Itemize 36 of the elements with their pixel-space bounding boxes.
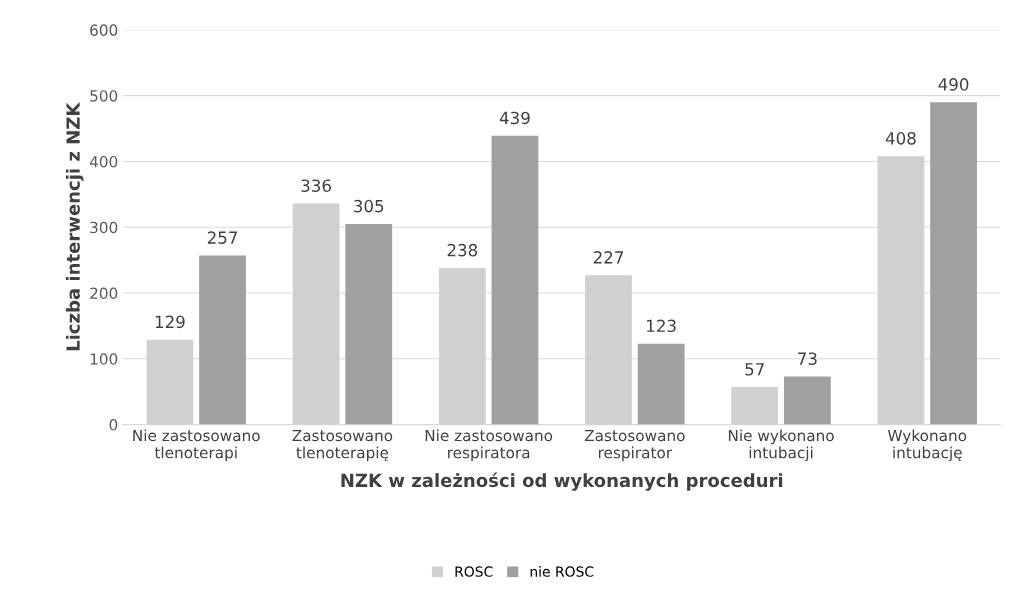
- x-tick-label: Nie zastosowano respiratora: [425, 429, 553, 462]
- y-tick-label: 500: [90, 90, 118, 102]
- x-tick-label: Nie wykonano intubacji: [728, 429, 834, 462]
- y-tick-label: 400: [89, 155, 118, 168]
- data-label: 336: [301, 179, 331, 192]
- data-label: 123: [647, 319, 676, 333]
- x-axis-title: NZK w zależności od wykonanych proceduri: [341, 472, 783, 491]
- bar: [930, 102, 977, 425]
- x-tick-label: Zastosowano respirator: [584, 429, 685, 462]
- bar: [731, 387, 779, 425]
- data-label: 73: [798, 352, 817, 365]
- y-tick-label: 600: [90, 24, 118, 36]
- data-label: 257: [207, 231, 238, 244]
- y-tick-label: 200: [90, 287, 118, 300]
- data-label: 305: [354, 199, 384, 213]
- x-tick-label: Zastosowano tlenoterapię: [292, 429, 393, 462]
- bar: [199, 255, 246, 425]
- data-label: 490: [938, 78, 969, 91]
- bar: [783, 376, 831, 425]
- y-axis-title: Liczba interwencji z NZK: [65, 102, 84, 351]
- y-tick-label: 300: [90, 221, 118, 234]
- bar: [345, 223, 393, 425]
- bar: [491, 135, 539, 425]
- data-label: 408: [885, 132, 916, 145]
- x-tick-label: Nie zastosowano tlenoterapi: [133, 429, 260, 462]
- data-label: 439: [499, 111, 530, 125]
- x-tick-label: Wykonano intubację: [887, 429, 967, 462]
- data-label: 129: [155, 315, 185, 329]
- data-label: 238: [447, 243, 478, 257]
- legend-label: nie ROSC: [530, 566, 594, 577]
- data-label: 227: [593, 251, 623, 264]
- y-tick-label: 0: [109, 419, 118, 431]
- bar: [637, 343, 685, 425]
- data-label: 57: [745, 363, 764, 376]
- legend-label: ROSC: [455, 566, 493, 577]
- y-tick-label: 100: [90, 353, 118, 365]
